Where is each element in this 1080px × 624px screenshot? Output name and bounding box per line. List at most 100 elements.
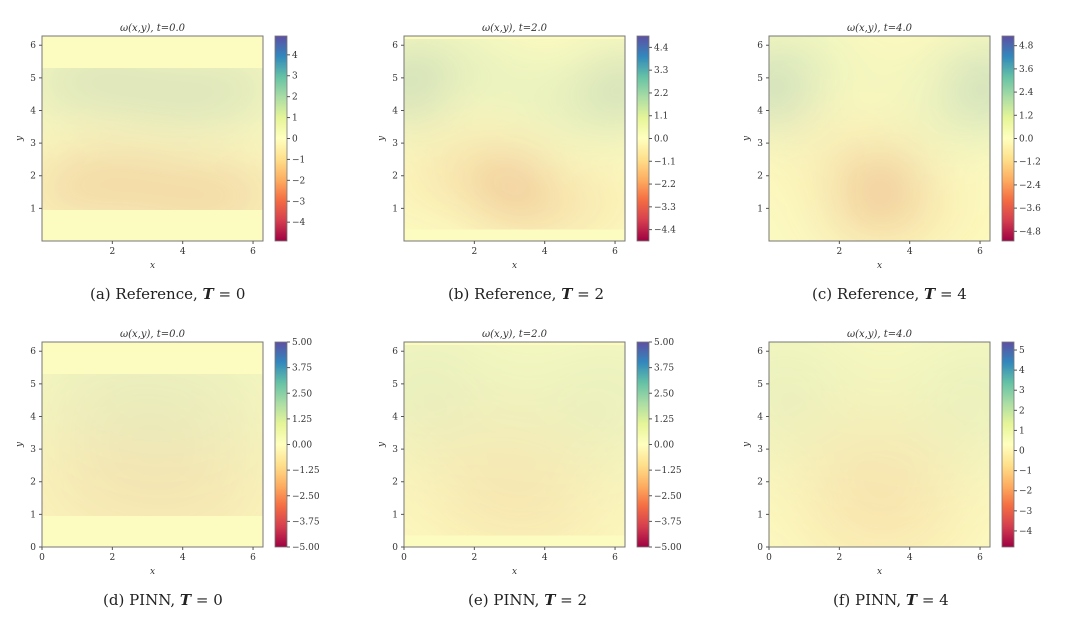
vortex-core bbox=[863, 482, 893, 511]
y-tick-label: 5 bbox=[392, 74, 398, 84]
vorticity-field bbox=[404, 50, 625, 219]
colorbar-tick-label: −3.6 bbox=[1019, 204, 1041, 214]
plot-title: ω(x,y), t=4.0 bbox=[847, 23, 913, 34]
plot-frame bbox=[768, 35, 991, 242]
y-tick-label: 2 bbox=[30, 478, 36, 488]
heatmap-background bbox=[42, 342, 263, 547]
y-axis-label: y bbox=[742, 441, 752, 448]
vortex-core bbox=[972, 377, 990, 410]
plot-frame bbox=[403, 341, 626, 548]
x-axis-label: x bbox=[877, 567, 882, 577]
vortex-core bbox=[869, 182, 887, 199]
y-tick-label: 3 bbox=[757, 445, 763, 455]
x-tick-label: 4 bbox=[542, 553, 548, 563]
positive-vortex-filament bbox=[769, 63, 803, 132]
colorbar-tick-label: −5.00 bbox=[292, 543, 320, 553]
y-tick-label: 0 bbox=[392, 543, 398, 553]
colorbar-tick-label: 1.1 bbox=[654, 112, 668, 122]
colorbar-tick-label: 0.00 bbox=[292, 441, 312, 451]
subfigure-caption: (f) PINN, T = 4 bbox=[833, 591, 949, 609]
x-tick-label: 6 bbox=[250, 247, 256, 257]
plot-title: ω(x,y), t=2.0 bbox=[482, 329, 548, 340]
x-tick-label: 6 bbox=[612, 553, 618, 563]
positive-vortex-filament bbox=[955, 42, 990, 111]
vorticity-field bbox=[769, 342, 990, 547]
colorbar-tick-label: 0 bbox=[292, 135, 298, 145]
vorticity-field bbox=[42, 376, 263, 513]
y-tick-label: 4 bbox=[30, 106, 36, 116]
x-tick-label: 2 bbox=[836, 247, 842, 257]
y-tick-label: 1 bbox=[30, 204, 36, 214]
y-axis-label: y bbox=[377, 135, 387, 142]
colorbar-tick-label: 2.2 bbox=[654, 89, 668, 99]
colorbar-tick-label: −1.2 bbox=[1019, 158, 1041, 168]
positive-vortex-filament bbox=[769, 36, 990, 137]
vortex-core bbox=[612, 382, 625, 406]
x-tick-label: 2 bbox=[109, 247, 115, 257]
y-tick-label: 4 bbox=[392, 412, 398, 422]
negative-vortex-sheet bbox=[42, 484, 263, 508]
heatmap-svg: ω(x,y), t=0.0 2 4 6 1 2 3 4 5 6 x y 4 3 2 1 0 −1 −2 −3 −4 bbox=[15, 23, 306, 271]
heatmap-background bbox=[42, 36, 263, 241]
heatmap-svg: ω(x,y), t=4.0 0 2 4 6 0 1 2 3 4 5 6 x y 5 4 3 2 1 0 −1 −2 −3 −4 bbox=[742, 329, 1033, 577]
vortex-fragment bbox=[897, 36, 919, 39]
plot-title: ω(x,y), t=0.0 bbox=[120, 329, 186, 340]
subfigure-caption: (e) PINN, T = 2 bbox=[468, 591, 587, 609]
colorbar-tick-label: −1.1 bbox=[654, 157, 676, 167]
y-tick-label: 3 bbox=[30, 445, 36, 455]
y-tick-label: 6 bbox=[30, 41, 36, 51]
colorbar bbox=[636, 341, 650, 548]
caption-value: = 2 bbox=[572, 285, 605, 303]
plot-title: ω(x,y), t=4.0 bbox=[847, 329, 913, 340]
y-tick-label: 2 bbox=[30, 172, 36, 182]
subfigure-caption: (c) Reference, T = 4 bbox=[812, 285, 967, 303]
y-tick-label: 6 bbox=[392, 41, 398, 51]
x-tick-label: 4 bbox=[907, 247, 913, 257]
colorbar bbox=[1001, 35, 1015, 242]
y-axis-label: y bbox=[15, 135, 25, 142]
heatmap-panel-a: ω(x,y), t=0.0 2 4 6 1 2 3 4 5 6 x y 4 3 2 1 0 −1 −2 −3 −4 bbox=[0, 0, 340, 300]
colorbar-tick-label: 2 bbox=[292, 93, 298, 103]
y-tick-label: 5 bbox=[30, 74, 36, 84]
colorbar-tick-label: 4.8 bbox=[1019, 42, 1034, 52]
caption-text: (c) Reference, bbox=[812, 285, 924, 303]
x-axis-label: x bbox=[512, 261, 517, 271]
caption-variable: T bbox=[561, 285, 573, 303]
positive-vortex-sheet bbox=[42, 382, 263, 405]
colorbar-tick-label: −2 bbox=[1019, 487, 1032, 497]
y-tick-label: 0 bbox=[757, 543, 763, 553]
vortex-core bbox=[769, 377, 787, 410]
y-axis-label: y bbox=[742, 135, 752, 142]
colorbar-tick-label: 5.00 bbox=[292, 338, 312, 348]
y-tick-label: 6 bbox=[30, 347, 36, 357]
y-tick-label: 4 bbox=[757, 412, 763, 422]
positive-vortex-sheet bbox=[42, 76, 263, 99]
colorbar-tick-label: 3.75 bbox=[654, 364, 674, 374]
y-tick-label: 3 bbox=[392, 445, 398, 455]
y-axis-label: y bbox=[15, 441, 25, 448]
colorbar-tick-label: 2.50 bbox=[654, 389, 674, 399]
vortex-core bbox=[612, 76, 625, 100]
vortex-fragment bbox=[786, 238, 808, 241]
colorbar-tick-label: −2.2 bbox=[654, 180, 676, 190]
vortex-core bbox=[404, 382, 417, 406]
plot-title: ω(x,y), t=0.0 bbox=[120, 23, 186, 34]
colorbar-tick-label: 1.2 bbox=[1019, 111, 1033, 121]
heatmap-panel-d: ω(x,y), t=0.0 0 2 4 6 0 1 2 3 4 5 6 x y 5.00 3.75 2.50 1.… bbox=[0, 306, 340, 606]
colorbar-tick-label: 2 bbox=[1019, 406, 1025, 416]
x-tick-label: 4 bbox=[542, 247, 548, 257]
colorbar-tick-label: −2 bbox=[292, 176, 305, 186]
colorbar-tick-label: 3 bbox=[292, 72, 298, 82]
vorticity-field bbox=[769, 36, 990, 241]
negative-vortex-filament bbox=[404, 467, 625, 522]
x-axis-label: x bbox=[150, 261, 155, 271]
colorbar-tick-label: −3.75 bbox=[292, 517, 320, 527]
colorbar bbox=[274, 341, 288, 548]
colorbar-tick-label: 3.3 bbox=[654, 66, 669, 76]
x-tick-label: 4 bbox=[907, 553, 913, 563]
caption-value: = 0 bbox=[191, 591, 223, 609]
colorbar bbox=[1001, 341, 1015, 548]
y-tick-label: 0 bbox=[30, 543, 36, 553]
y-axis-label: y bbox=[377, 441, 387, 448]
caption-value: = 2 bbox=[555, 591, 588, 609]
